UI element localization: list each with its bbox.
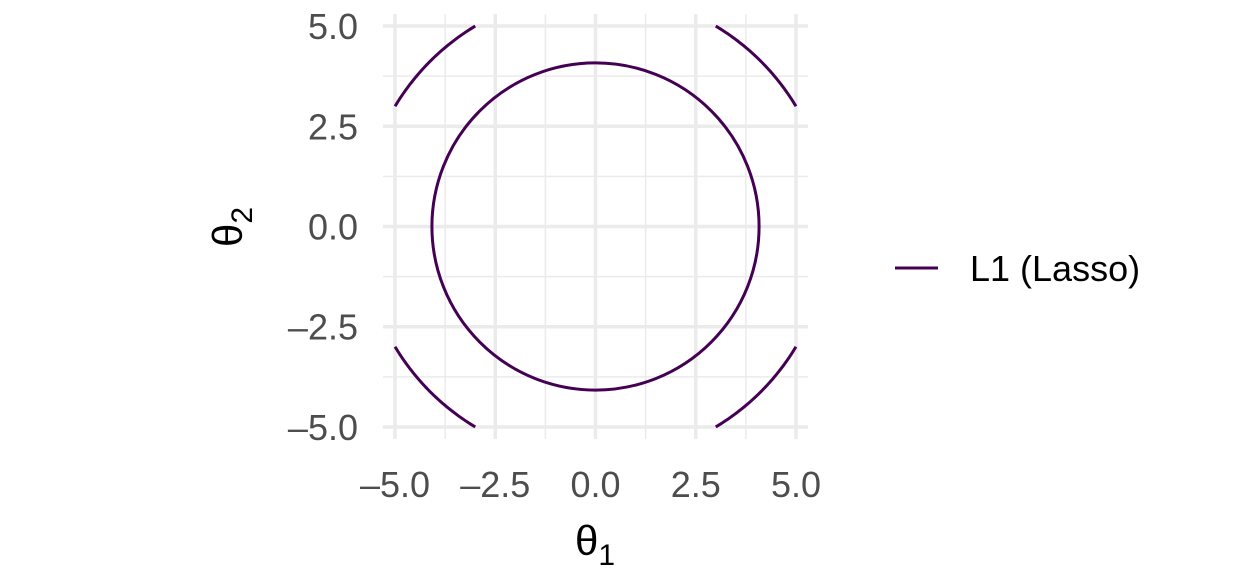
x-tick-label: –5.0 <box>360 464 430 505</box>
x-tick-label: –2.5 <box>460 464 530 505</box>
contour-arc <box>714 24 798 108</box>
y-axis-title: θ2 <box>204 207 259 247</box>
grid-major <box>383 14 808 439</box>
x-tick-labels: –5.0 –2.5 0.0 2.5 5.0 <box>360 464 821 505</box>
x-tick-label: 0.0 <box>570 464 620 505</box>
y-tick-label: 5.0 <box>308 6 358 47</box>
x-axis-title: θ1 <box>575 517 615 572</box>
y-tick-label: 0.0 <box>308 207 358 248</box>
legend-label: L1 (Lasso) <box>970 248 1140 289</box>
contour-arc <box>393 345 477 429</box>
contour-arc <box>393 24 477 108</box>
x-tick-label: 2.5 <box>671 464 721 505</box>
contour-lines <box>393 24 798 429</box>
contour-arc <box>714 345 798 429</box>
y-tick-label: –2.5 <box>288 307 358 348</box>
y-tick-labels: –5.0 –2.5 0.0 2.5 5.0 <box>288 6 358 448</box>
legend: L1 (Lasso) <box>895 248 1140 289</box>
y-tick-label: –5.0 <box>288 407 358 448</box>
contour-circle <box>430 61 761 392</box>
x-tick-label: 5.0 <box>771 464 821 505</box>
y-tick-label: 2.5 <box>308 106 358 147</box>
